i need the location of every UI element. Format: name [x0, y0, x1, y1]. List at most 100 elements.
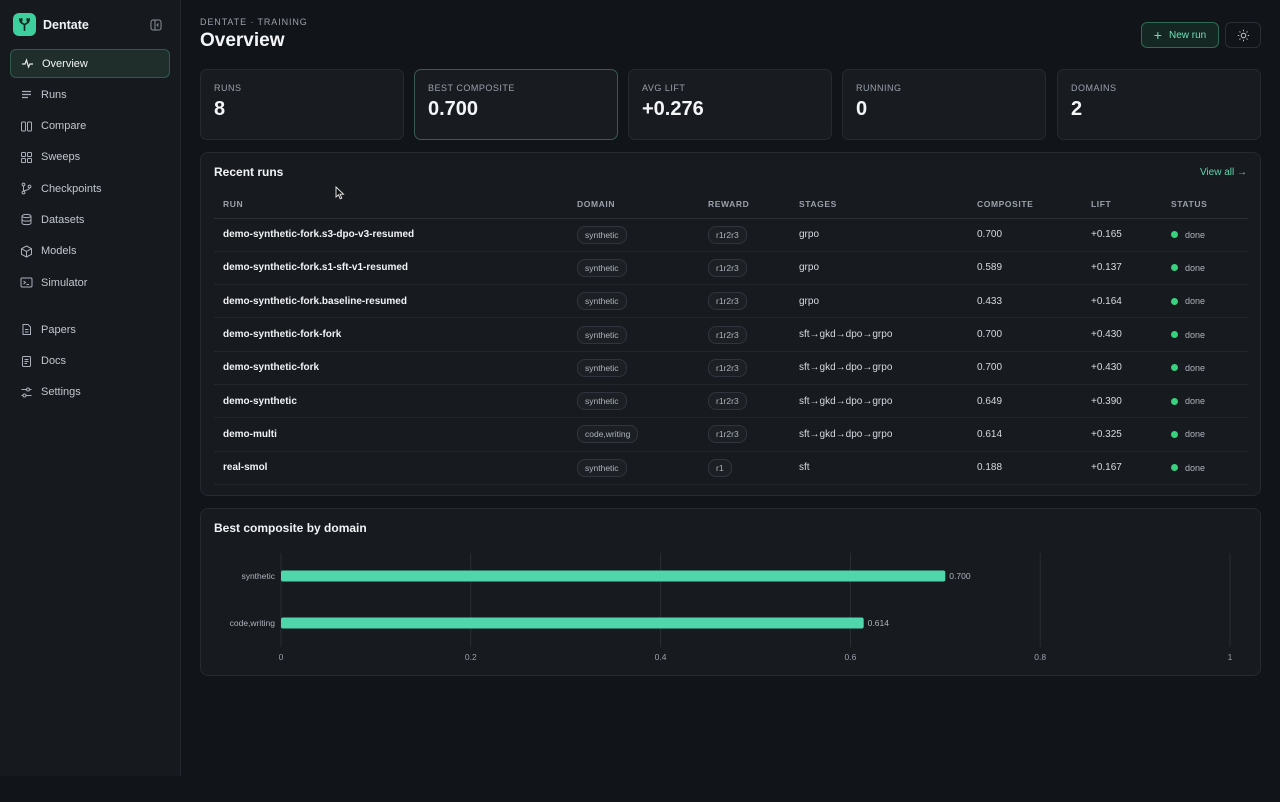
sidebar-item-simulator[interactable]: Simulator: [10, 268, 170, 297]
status-text: done: [1185, 429, 1206, 440]
column-header-domain[interactable]: DOMAIN: [568, 191, 699, 219]
git-branch-icon: [20, 182, 33, 195]
domain-badge: synthetic: [577, 225, 627, 244]
sidebar-item-compare[interactable]: Compare: [10, 112, 170, 141]
cell-reward: r1r2r3: [699, 351, 790, 385]
status-badge: done: [1171, 463, 1248, 473]
sliders-icon: [20, 386, 33, 399]
cell-lift: +0.390: [1082, 384, 1162, 419]
status-text: done: [1185, 262, 1206, 273]
cell-reward: r1r2r3: [699, 417, 790, 452]
cell-lift: +0.167: [1082, 451, 1162, 485]
columns-icon: [20, 120, 33, 133]
status-badge: done: [1171, 396, 1248, 406]
cell-domain: synthetic: [568, 251, 699, 286]
view-all-link[interactable]: View all →: [1199, 167, 1247, 178]
table-row[interactable]: demo-synthetic-fork synthetic r1r2r3 sft→gk…: [214, 351, 1248, 385]
sidebar-item-models[interactable]: Models: [10, 237, 170, 266]
status-badge: done: [1171, 363, 1248, 373]
domain-badge: synthetic: [577, 292, 627, 311]
sidebar-item-label: Docs: [41, 355, 67, 368]
cell-reward: r1r2r3: [699, 384, 790, 419]
cell-lift: +0.165: [1082, 218, 1162, 252]
sidebar-item-papers[interactable]: Papers: [10, 315, 170, 344]
cell-composite: 0.700: [968, 218, 1082, 252]
table-row[interactable]: demo-synthetic-fork.s3-dpo-v3-resumed syn…: [214, 218, 1248, 252]
cell-composite: 0.589: [968, 251, 1082, 286]
sidebar-item-label: Simulator: [41, 276, 88, 289]
cell-run: demo-synthetic-fork: [214, 351, 568, 385]
cell-run: demo-synthetic-fork.baseline-resumed: [214, 284, 568, 319]
table-row[interactable]: demo-synthetic-fork-fork synthetic r1r2r3 s…: [214, 317, 1248, 352]
cell-domain: code,writing: [568, 417, 699, 452]
cell-run: demo-multi: [214, 417, 568, 452]
recent-runs-title: Recent runs: [214, 165, 284, 179]
status-text: done: [1185, 296, 1206, 307]
sidebar-item-label: Papers: [41, 323, 76, 336]
cell-domain: synthetic: [568, 218, 699, 252]
column-header-status[interactable]: STATUS: [1162, 191, 1248, 219]
sidebar-item-settings[interactable]: Settings: [10, 378, 170, 407]
table-row[interactable]: real-smol synthetic r1 sft 0.188 +0.167 done: [214, 451, 1248, 485]
status-text: done: [1185, 396, 1206, 407]
new-run-button[interactable]: + New run: [1141, 22, 1219, 48]
cell-stages: sft→gkd→dpo→grpo: [790, 351, 968, 385]
reward-badge: r1r2r3: [708, 258, 747, 277]
table-row[interactable]: demo-multi code,writing r1r2r3 sft→gkd→dpo→…: [214, 417, 1248, 452]
recent-runs-panel: Recent runs View all → RUN DOMAIN REWARD…: [200, 152, 1261, 496]
x-tick-label: 0.4: [655, 652, 667, 662]
stat-card-best-composite: BEST COMPOSITE 0.700: [414, 69, 618, 140]
brand[interactable]: Dentate: [13, 13, 89, 36]
stat-value: 8: [214, 98, 226, 120]
domain-badge: synthetic: [577, 258, 627, 277]
status-text: done: [1185, 329, 1206, 340]
doc-icon: [20, 355, 33, 368]
status-dot-icon: [1171, 464, 1178, 472]
table-row[interactable]: demo-synthetic-fork.baseline-resumed synt…: [214, 284, 1248, 319]
sidebar-item-sweeps[interactable]: Sweeps: [10, 143, 170, 172]
cell-domain: synthetic: [568, 451, 699, 485]
sidebar-item-label: Datasets: [41, 213, 85, 226]
status-dot-icon: [1171, 264, 1178, 272]
status-dot-icon: [1171, 331, 1178, 339]
sidebar-item-checkpoints[interactable]: Checkpoints: [10, 174, 170, 203]
sidebar-item-overview[interactable]: Overview: [10, 49, 170, 78]
sidebar-item-datasets[interactable]: Datasets: [10, 205, 170, 234]
cell-status: done: [1162, 251, 1248, 286]
collapse-sidebar-icon[interactable]: [147, 16, 164, 33]
column-header-reward[interactable]: REWARD: [699, 191, 790, 219]
status-badge: done: [1171, 296, 1248, 306]
cell-status: done: [1162, 218, 1248, 252]
cell-run: demo-synthetic-fork.s1-sft-v1-resumed: [214, 251, 568, 286]
stat-card-domains: DOMAINS 2: [1057, 69, 1261, 140]
status-text: done: [1185, 462, 1206, 473]
column-header-stages[interactable]: STAGES: [790, 191, 968, 219]
list-icon: [20, 88, 33, 101]
bar-value-label: 0.614: [868, 618, 890, 628]
cell-run: demo-synthetic-fork-fork: [214, 317, 568, 352]
cell-reward: r1: [699, 451, 790, 485]
cell-status: done: [1162, 284, 1248, 319]
cell-domain: synthetic: [568, 284, 699, 319]
mouse-cursor-icon: [335, 185, 345, 205]
sidebar-item-docs[interactable]: Docs: [10, 347, 170, 376]
runs-table-body: demo-synthetic-fork.s3-dpo-v3-resumed syn…: [214, 218, 1248, 485]
x-tick-label: 0: [279, 652, 284, 662]
table-row[interactable]: demo-synthetic synthetic r1r2r3 sft→gkd→dpo…: [214, 384, 1248, 419]
column-header-run[interactable]: RUN: [214, 191, 568, 219]
stat-value: 2: [1071, 98, 1083, 120]
bar: [281, 617, 864, 629]
table-row[interactable]: demo-synthetic-fork.s1-sft-v1-resumed syn…: [214, 251, 1248, 286]
status-dot-icon: [1171, 297, 1178, 305]
best-composite-panel: Best composite by domain 0 0.2 0.4 0.6 0.8 1 s…: [200, 508, 1261, 676]
sidebar-item-runs[interactable]: Runs: [10, 80, 170, 109]
cell-composite: 0.614: [968, 417, 1082, 452]
theme-toggle-button[interactable]: [1225, 22, 1261, 48]
cell-composite: 0.700: [968, 317, 1082, 352]
cell-stages: sft→gkd→dpo→grpo: [790, 417, 968, 452]
reward-badge: r1r2r3: [708, 392, 747, 411]
column-header-lift[interactable]: LIFT: [1082, 191, 1162, 219]
column-header-composite[interactable]: COMPOSITE: [968, 191, 1082, 219]
breadcrumb: DENTATE · TRAINING: [200, 17, 308, 27]
cell-stages: sft: [790, 451, 968, 485]
